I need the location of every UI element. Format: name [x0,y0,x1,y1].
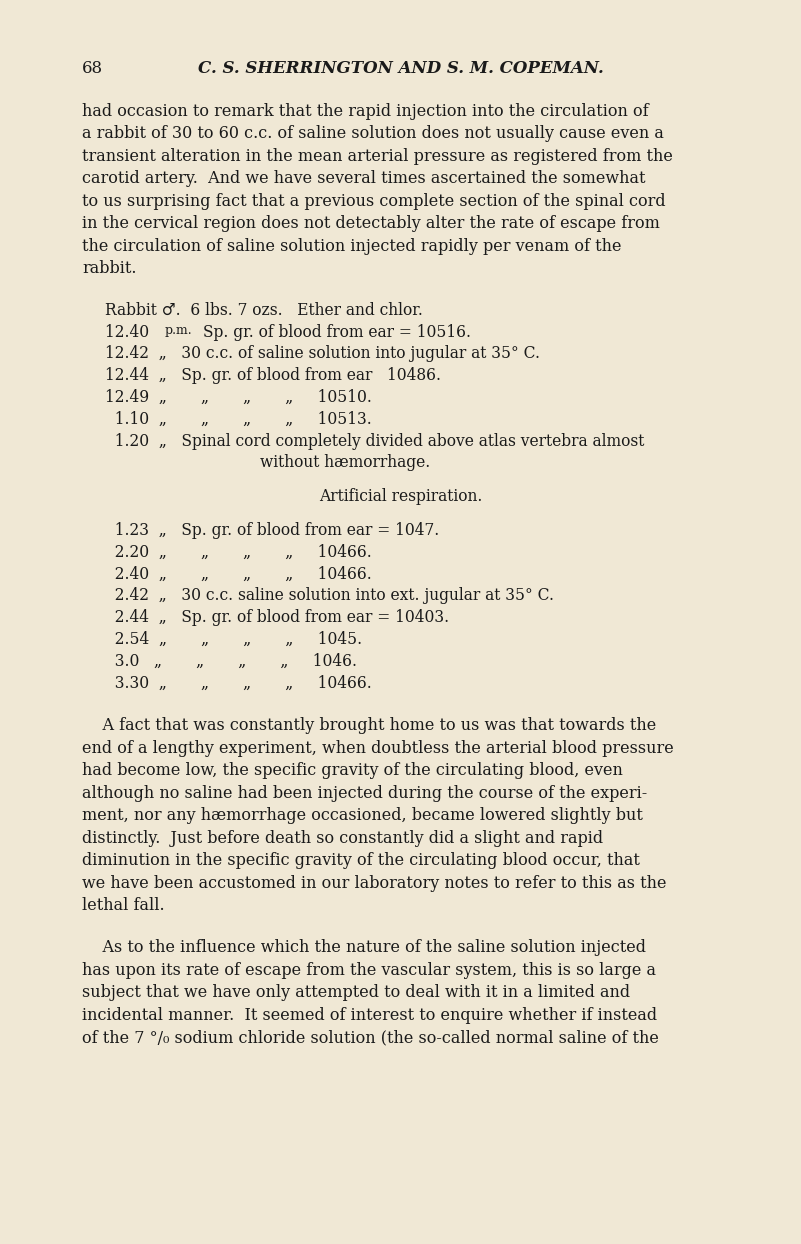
Text: to us surprising fact that a previous complete section of the spinal cord: to us surprising fact that a previous co… [82,193,666,210]
Text: 2.44  „   Sp. gr. of blood from ear = 10403.: 2.44 „ Sp. gr. of blood from ear = 10403… [105,610,449,626]
Text: 68: 68 [82,60,103,77]
Text: rabbit.: rabbit. [82,260,136,277]
Text: 2.20  „       „       „       „     10466.: 2.20 „ „ „ „ 10466. [105,544,372,561]
Text: A fact that was constantly brought home to us was that towards the: A fact that was constantly brought home … [82,718,656,734]
Text: 1.10  „       „       „       „     10513.: 1.10 „ „ „ „ 10513. [105,411,372,428]
Text: 12.49  „       „       „       „     10510.: 12.49 „ „ „ „ 10510. [105,389,372,406]
Text: incidental manner.  It seemed of interest to enquire whether if instead: incidental manner. It seemed of interest… [82,1006,657,1024]
Text: diminution in the specific gravity of the circulating blood occur, that: diminution in the specific gravity of th… [82,852,640,870]
Text: 3.0   „       „       „       „     1046.: 3.0 „ „ „ „ 1046. [105,653,357,669]
Text: C. S. SHERRINGTON AND S. M. COPEMAN.: C. S. SHERRINGTON AND S. M. COPEMAN. [198,60,603,77]
Text: 2.40  „       „       „       „     10466.: 2.40 „ „ „ „ 10466. [105,566,372,582]
Text: we have been accustomed in our laboratory notes to refer to this as the: we have been accustomed in our laborator… [82,875,666,892]
Text: without hæmorrhage.: without hæmorrhage. [260,454,430,471]
Text: Rabbit ♂.  6 lbs. 7 ozs.   Ether and chlor.: Rabbit ♂. 6 lbs. 7 ozs. Ether and chlor. [105,302,423,318]
Text: 12.40: 12.40 [105,323,154,341]
Text: has upon its rate of escape from the vascular system, this is so large a: has upon its rate of escape from the vas… [82,962,656,979]
Text: 3.30  „       „       „       „     10466.: 3.30 „ „ „ „ 10466. [105,674,372,692]
Text: the circulation of saline solution injected rapidly per venam of the: the circulation of saline solution injec… [82,238,622,255]
Text: ment, nor any hæmorrhage occasioned, became lowered slightly but: ment, nor any hæmorrhage occasioned, bec… [82,807,643,825]
Text: of the 7 °/₀ sodium chloride solution (the so-called normal saline of the: of the 7 °/₀ sodium chloride solution (t… [82,1029,659,1046]
Text: distinctly.  Just before death so constantly did a slight and rapid: distinctly. Just before death so constan… [82,830,603,847]
Text: Artificial respiration.: Artificial respiration. [319,488,482,505]
Text: had become low, the specific gravity of the circulating blood, even: had become low, the specific gravity of … [82,763,623,780]
Text: subject that we have only attempted to deal with it in a limited and: subject that we have only attempted to d… [82,984,630,1001]
Text: 12.42  „   30 c.c. of saline solution into jugular at 35° C.: 12.42 „ 30 c.c. of saline solution into … [105,346,540,362]
Text: carotid artery.  And we have several times ascertained the somewhat: carotid artery. And we have several time… [82,170,646,188]
Text: although no saline had been injected during the course of the experi-: although no saline had been injected dur… [82,785,647,802]
Text: end of a lengthy experiment, when doubtless the arterial blood pressure: end of a lengthy experiment, when doubtl… [82,740,674,756]
Text: 12.44  „   Sp. gr. of blood from ear   10486.: 12.44 „ Sp. gr. of blood from ear 10486. [105,367,441,384]
Text: 1.20  „   Spinal cord completely divided above atlas vertebra almost: 1.20 „ Spinal cord completely divided ab… [105,433,644,449]
Text: a rabbit of 30 to 60 c.c. of saline solution does not usually cause even a: a rabbit of 30 to 60 c.c. of saline solu… [82,126,664,142]
Text: Sp. gr. of blood from ear = 10516.: Sp. gr. of blood from ear = 10516. [203,323,471,341]
Text: p.m.: p.m. [165,323,192,337]
Text: transient alteration in the mean arterial pressure as registered from the: transient alteration in the mean arteria… [82,148,673,164]
Text: 1.23  „   Sp. gr. of blood from ear = 1047.: 1.23 „ Sp. gr. of blood from ear = 1047. [105,522,439,539]
Text: lethal fall.: lethal fall. [82,897,165,914]
Text: 2.42  „   30 c.c. saline solution into ext. jugular at 35° C.: 2.42 „ 30 c.c. saline solution into ext.… [105,587,554,605]
Text: in the cervical region does not detectably alter the rate of escape from: in the cervical region does not detectab… [82,215,660,233]
Text: As to the influence which the nature of the saline solution injected: As to the influence which the nature of … [82,939,646,957]
Text: had occasion to remark that the rapid injection into the circulation of: had occasion to remark that the rapid in… [82,103,649,119]
Text: 2.54  „       „       „       „     1045.: 2.54 „ „ „ „ 1045. [105,631,362,648]
